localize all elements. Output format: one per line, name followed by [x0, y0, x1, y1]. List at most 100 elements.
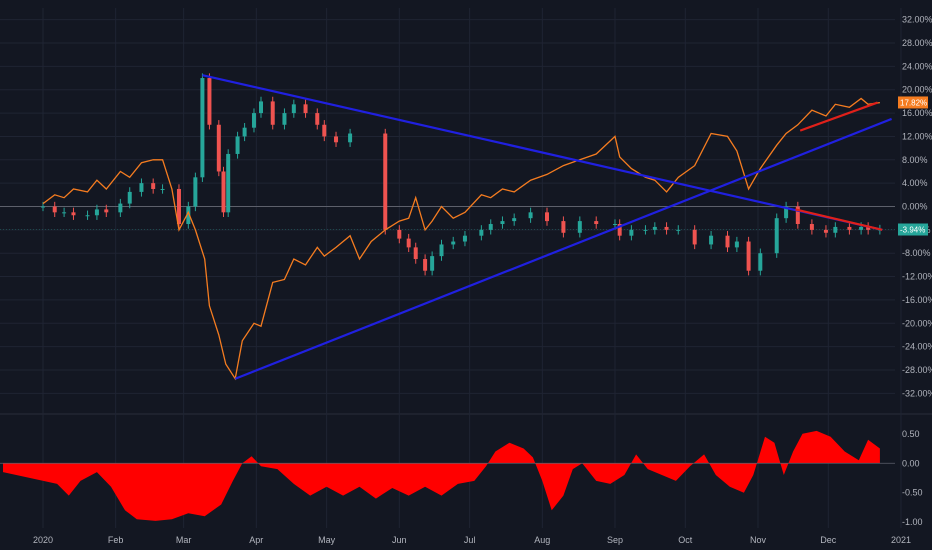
candle-body — [62, 212, 67, 214]
candle-body — [41, 206, 45, 208]
y-tick-label: 4.00% — [902, 178, 928, 188]
y-tick-label: 28.00% — [902, 38, 932, 48]
candle-body — [725, 235, 730, 248]
y-tick-label: 32.00% — [902, 15, 932, 25]
osc-y-tick-label: 0.00 — [902, 458, 920, 468]
x-tick-label: May — [318, 535, 336, 545]
candle-body — [200, 78, 205, 178]
last-line-badge-text: 17.82% — [900, 98, 927, 107]
x-tick-label: 2021 — [891, 535, 911, 545]
candle-body — [151, 183, 156, 189]
line-series — [42, 97, 880, 381]
osc-y-tick-label: -1.00 — [902, 517, 923, 527]
candle-body — [643, 229, 648, 231]
y-tick-label: -8.00% — [902, 248, 931, 258]
candle-body — [823, 229, 828, 233]
candle-body — [512, 218, 517, 222]
candle-body — [795, 206, 800, 225]
candle-body — [859, 226, 864, 230]
x-tick-label: Oct — [678, 535, 693, 545]
last-candle-badge-text: -3.94% — [900, 226, 925, 235]
candle-body — [94, 209, 99, 216]
candle-body — [594, 221, 599, 225]
trend-line — [799, 101, 878, 132]
candle-body — [488, 224, 493, 230]
x-tick-label: Mar — [176, 535, 192, 545]
y-tick-label: -24.00% — [902, 342, 932, 352]
candle-body — [406, 238, 411, 248]
candle-body — [235, 136, 240, 154]
candle-body — [334, 136, 339, 143]
x-tick-label: Aug — [534, 535, 550, 545]
candle-body — [160, 188, 165, 190]
x-axis: 2020 Feb Mar Apr May Jun Jul Aug Sep Oct Nov Dec 202… — [33, 535, 911, 545]
candle-body — [866, 226, 871, 230]
y-tick-label: 16.00% — [902, 108, 932, 118]
x-tick-label: Jun — [392, 535, 407, 545]
y-tick-label: -16.00% — [902, 295, 932, 305]
x-tick-label: Apr — [249, 535, 263, 545]
candle-body — [251, 113, 256, 128]
candle-body — [809, 224, 814, 230]
candle-body — [71, 212, 76, 216]
candle-body — [413, 247, 418, 260]
candle-body — [784, 206, 789, 219]
candle-body — [259, 101, 264, 114]
candle-body — [193, 177, 198, 207]
candle-body — [242, 127, 247, 137]
candle-body — [139, 183, 144, 192]
candle-body — [348, 133, 353, 143]
candle-body — [303, 104, 308, 114]
x-tick-label: Jul — [464, 535, 476, 545]
candle-body — [291, 104, 296, 114]
candle-body — [216, 124, 221, 172]
candle-body — [451, 241, 456, 245]
grid-lines — [0, 8, 932, 528]
osc-y-tick-label: 0.50 — [902, 429, 920, 439]
candlestick-series — [41, 73, 882, 276]
candle-body — [561, 221, 566, 233]
line-series-path — [42, 97, 880, 381]
candle-body — [544, 212, 549, 222]
y-tick-label: 24.00% — [902, 61, 932, 71]
candle-body — [423, 259, 428, 271]
candle-body — [528, 212, 533, 219]
y-tick-label: 12.00% — [902, 131, 932, 141]
candle-body — [282, 113, 287, 125]
candle-body — [430, 256, 435, 271]
candle-body — [709, 235, 714, 245]
candle-body — [85, 215, 90, 217]
x-tick-label: 2020 — [33, 535, 53, 545]
x-tick-label: Feb — [108, 535, 124, 545]
candle-body — [758, 253, 763, 271]
candle-body — [397, 229, 402, 239]
candle-body — [104, 209, 109, 213]
last-candle-badge — [898, 223, 928, 236]
trend-line — [795, 208, 883, 231]
candle-body — [118, 203, 123, 213]
candle-body — [186, 206, 191, 225]
candle-body — [383, 133, 388, 230]
osc-y-tick-label: -0.50 — [902, 488, 923, 498]
candle-body — [664, 226, 669, 230]
candle-body — [746, 241, 751, 271]
candle-body — [652, 226, 657, 230]
y-tick-label: 20.00% — [902, 85, 932, 95]
oscillator-y-axis: 0.50 0.00 -0.50 -1.00 — [902, 429, 923, 527]
last-line-badge — [898, 96, 928, 109]
y-tick-label: -32.00% — [902, 388, 932, 398]
candle-body — [577, 221, 582, 233]
y-tick-label: -12.00% — [902, 272, 932, 282]
candle-body — [676, 229, 681, 231]
candle-body — [176, 188, 181, 225]
x-tick-label: Dec — [820, 535, 837, 545]
candle-body — [500, 221, 505, 225]
candle-body — [629, 229, 634, 236]
y-tick-label: 0.00% — [902, 202, 928, 212]
x-tick-label: Sep — [607, 535, 623, 545]
trend-line — [234, 117, 892, 380]
candle-body — [221, 171, 226, 213]
candle-body — [612, 224, 617, 226]
candle-body — [734, 241, 739, 248]
candle-body — [52, 206, 57, 213]
